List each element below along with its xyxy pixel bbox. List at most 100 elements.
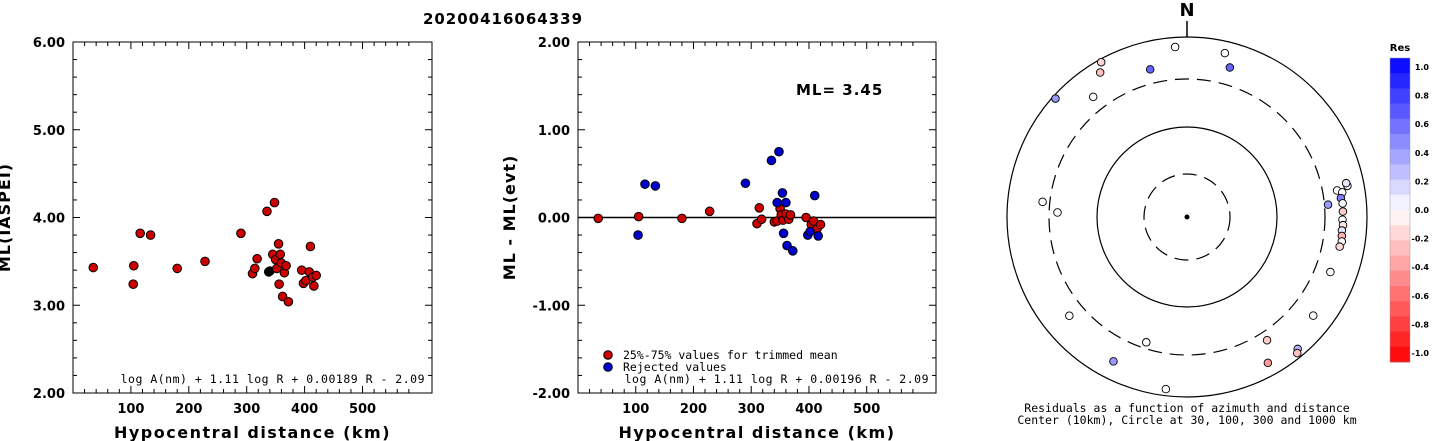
station-marker: [1293, 348, 1302, 358]
station-marker: [1335, 242, 1344, 251]
station-marker: [1088, 92, 1098, 102]
colorbar-segment: [1390, 301, 1410, 317]
colorbar-label: 0.2: [1415, 177, 1429, 186]
data-point: [766, 155, 777, 166]
colorbar-segment: [1390, 58, 1410, 74]
y-tick-label: 1.00: [538, 124, 570, 139]
colorbar-segment: [1390, 118, 1410, 135]
colorbar-label: -0.8: [1412, 320, 1430, 329]
event-id-title: 20200416064339: [423, 10, 583, 28]
station-marker: [1323, 200, 1333, 209]
data-point: [778, 228, 789, 239]
data-point: [815, 219, 826, 230]
station-marker: [1051, 94, 1060, 103]
data-point: [135, 228, 145, 239]
x-axis-label: Hypocentral distance (km): [618, 423, 895, 441]
data-point: [640, 179, 650, 189]
y-tick-label: 6.00: [33, 36, 65, 51]
data-point: [777, 188, 788, 198]
data-point: [281, 260, 291, 271]
ml-value-label: ML= 3.45: [796, 81, 883, 99]
legend-label: Rejected values: [623, 360, 727, 374]
colorbar-segment: [1390, 134, 1410, 150]
station-marker: [1262, 336, 1272, 345]
data-point: [781, 197, 791, 208]
data-point: [252, 253, 262, 264]
data-point: [236, 228, 246, 239]
formula-text: log A(nm) + 1.11 log R + 0.00196 R - 2.0…: [625, 372, 929, 386]
data-point: [250, 263, 260, 274]
data-point: [274, 279, 284, 289]
polar-caption-line2: Center (10km), Circle at 30, 100, 300 an…: [1017, 413, 1356, 427]
colorbar-segment: [1390, 331, 1410, 348]
station-marker: [1338, 199, 1347, 208]
data-point: [774, 146, 784, 157]
colorbar-label: 0.8: [1415, 92, 1430, 101]
station-marker: [1225, 63, 1235, 72]
data-point: [263, 267, 274, 277]
station-marker: [1263, 358, 1273, 368]
data-point: [309, 281, 319, 291]
colorbar-segment: [1390, 164, 1410, 181]
colorbar-segment: [1390, 346, 1410, 363]
station-marker: [1038, 197, 1047, 207]
colorbar-segment: [1390, 286, 1410, 302]
data-point: [650, 181, 661, 191]
data-point: [633, 230, 643, 240]
station-marker: [1109, 357, 1118, 366]
station-marker: [1220, 48, 1230, 58]
data-point: [785, 210, 796, 220]
colorbar-segment: [1390, 103, 1410, 120]
y-tick-label: 0.00: [538, 212, 570, 227]
y-tick-label: -2.00: [533, 387, 570, 402]
colorbar-segment: [1390, 179, 1410, 196]
x-tick-label: 500: [349, 402, 376, 417]
x-tick-label: 200: [680, 402, 707, 417]
y-axis-label: ML - ML(evt): [500, 155, 519, 281]
distance-ring: [1096, 126, 1278, 308]
data-point: [273, 239, 284, 249]
y-tick-label: 3.00: [33, 299, 65, 314]
x-tick-label: 200: [175, 402, 202, 417]
station-marker: [1326, 267, 1335, 277]
y-axis-label: ML(IASPEI): [0, 163, 14, 272]
station-marker: [1145, 65, 1155, 74]
azimuth-distance-polar-plot: N Residuals as a function of azimuth and …: [1006, 0, 1368, 427]
y-tick-label: 2.00: [33, 387, 65, 402]
data-point: [305, 241, 316, 252]
residual-vs-distance-plot: -2.00 -1.00 0.00 1.00 2.00 100 200 300 400 500 Hyp…: [500, 36, 937, 441]
x-tick-label: 400: [795, 402, 822, 417]
colorbar-segment: [1390, 88, 1410, 105]
colorbar-segment: [1390, 225, 1410, 241]
x-tick-label: 100: [117, 402, 144, 417]
station-marker: [1161, 384, 1171, 394]
data-point: [740, 178, 751, 189]
data-point: [756, 214, 767, 225]
station-marker: [1308, 311, 1318, 320]
colorbar-label: -0.4: [1412, 263, 1430, 272]
data-point: [283, 296, 294, 307]
station-marker: [1053, 208, 1062, 217]
station-marker: [1142, 338, 1151, 347]
data-point: [809, 190, 820, 201]
y-tick-label: 5.00: [33, 124, 65, 139]
data-point: [262, 206, 272, 217]
colorbar-segment: [1390, 255, 1410, 272]
colorbar-segment: [1390, 73, 1410, 89]
center-point: [1184, 214, 1190, 220]
colorbar-label: -0.6: [1412, 292, 1430, 301]
station-marker: [1095, 68, 1105, 77]
colorbar-segment: [1390, 316, 1410, 333]
data-point: [88, 262, 99, 273]
data-point: [172, 263, 183, 274]
data-point: [677, 213, 687, 224]
data-point: [593, 213, 604, 224]
station-marker: [1096, 57, 1106, 67]
data-point: [633, 211, 644, 222]
distance-ring: [1143, 173, 1231, 261]
x-tick-label: 300: [738, 402, 765, 417]
y-tick-label: -1.00: [533, 299, 570, 314]
colorbar-label: 0.6: [1415, 120, 1430, 129]
colorbar-label: 0.0: [1415, 206, 1430, 215]
